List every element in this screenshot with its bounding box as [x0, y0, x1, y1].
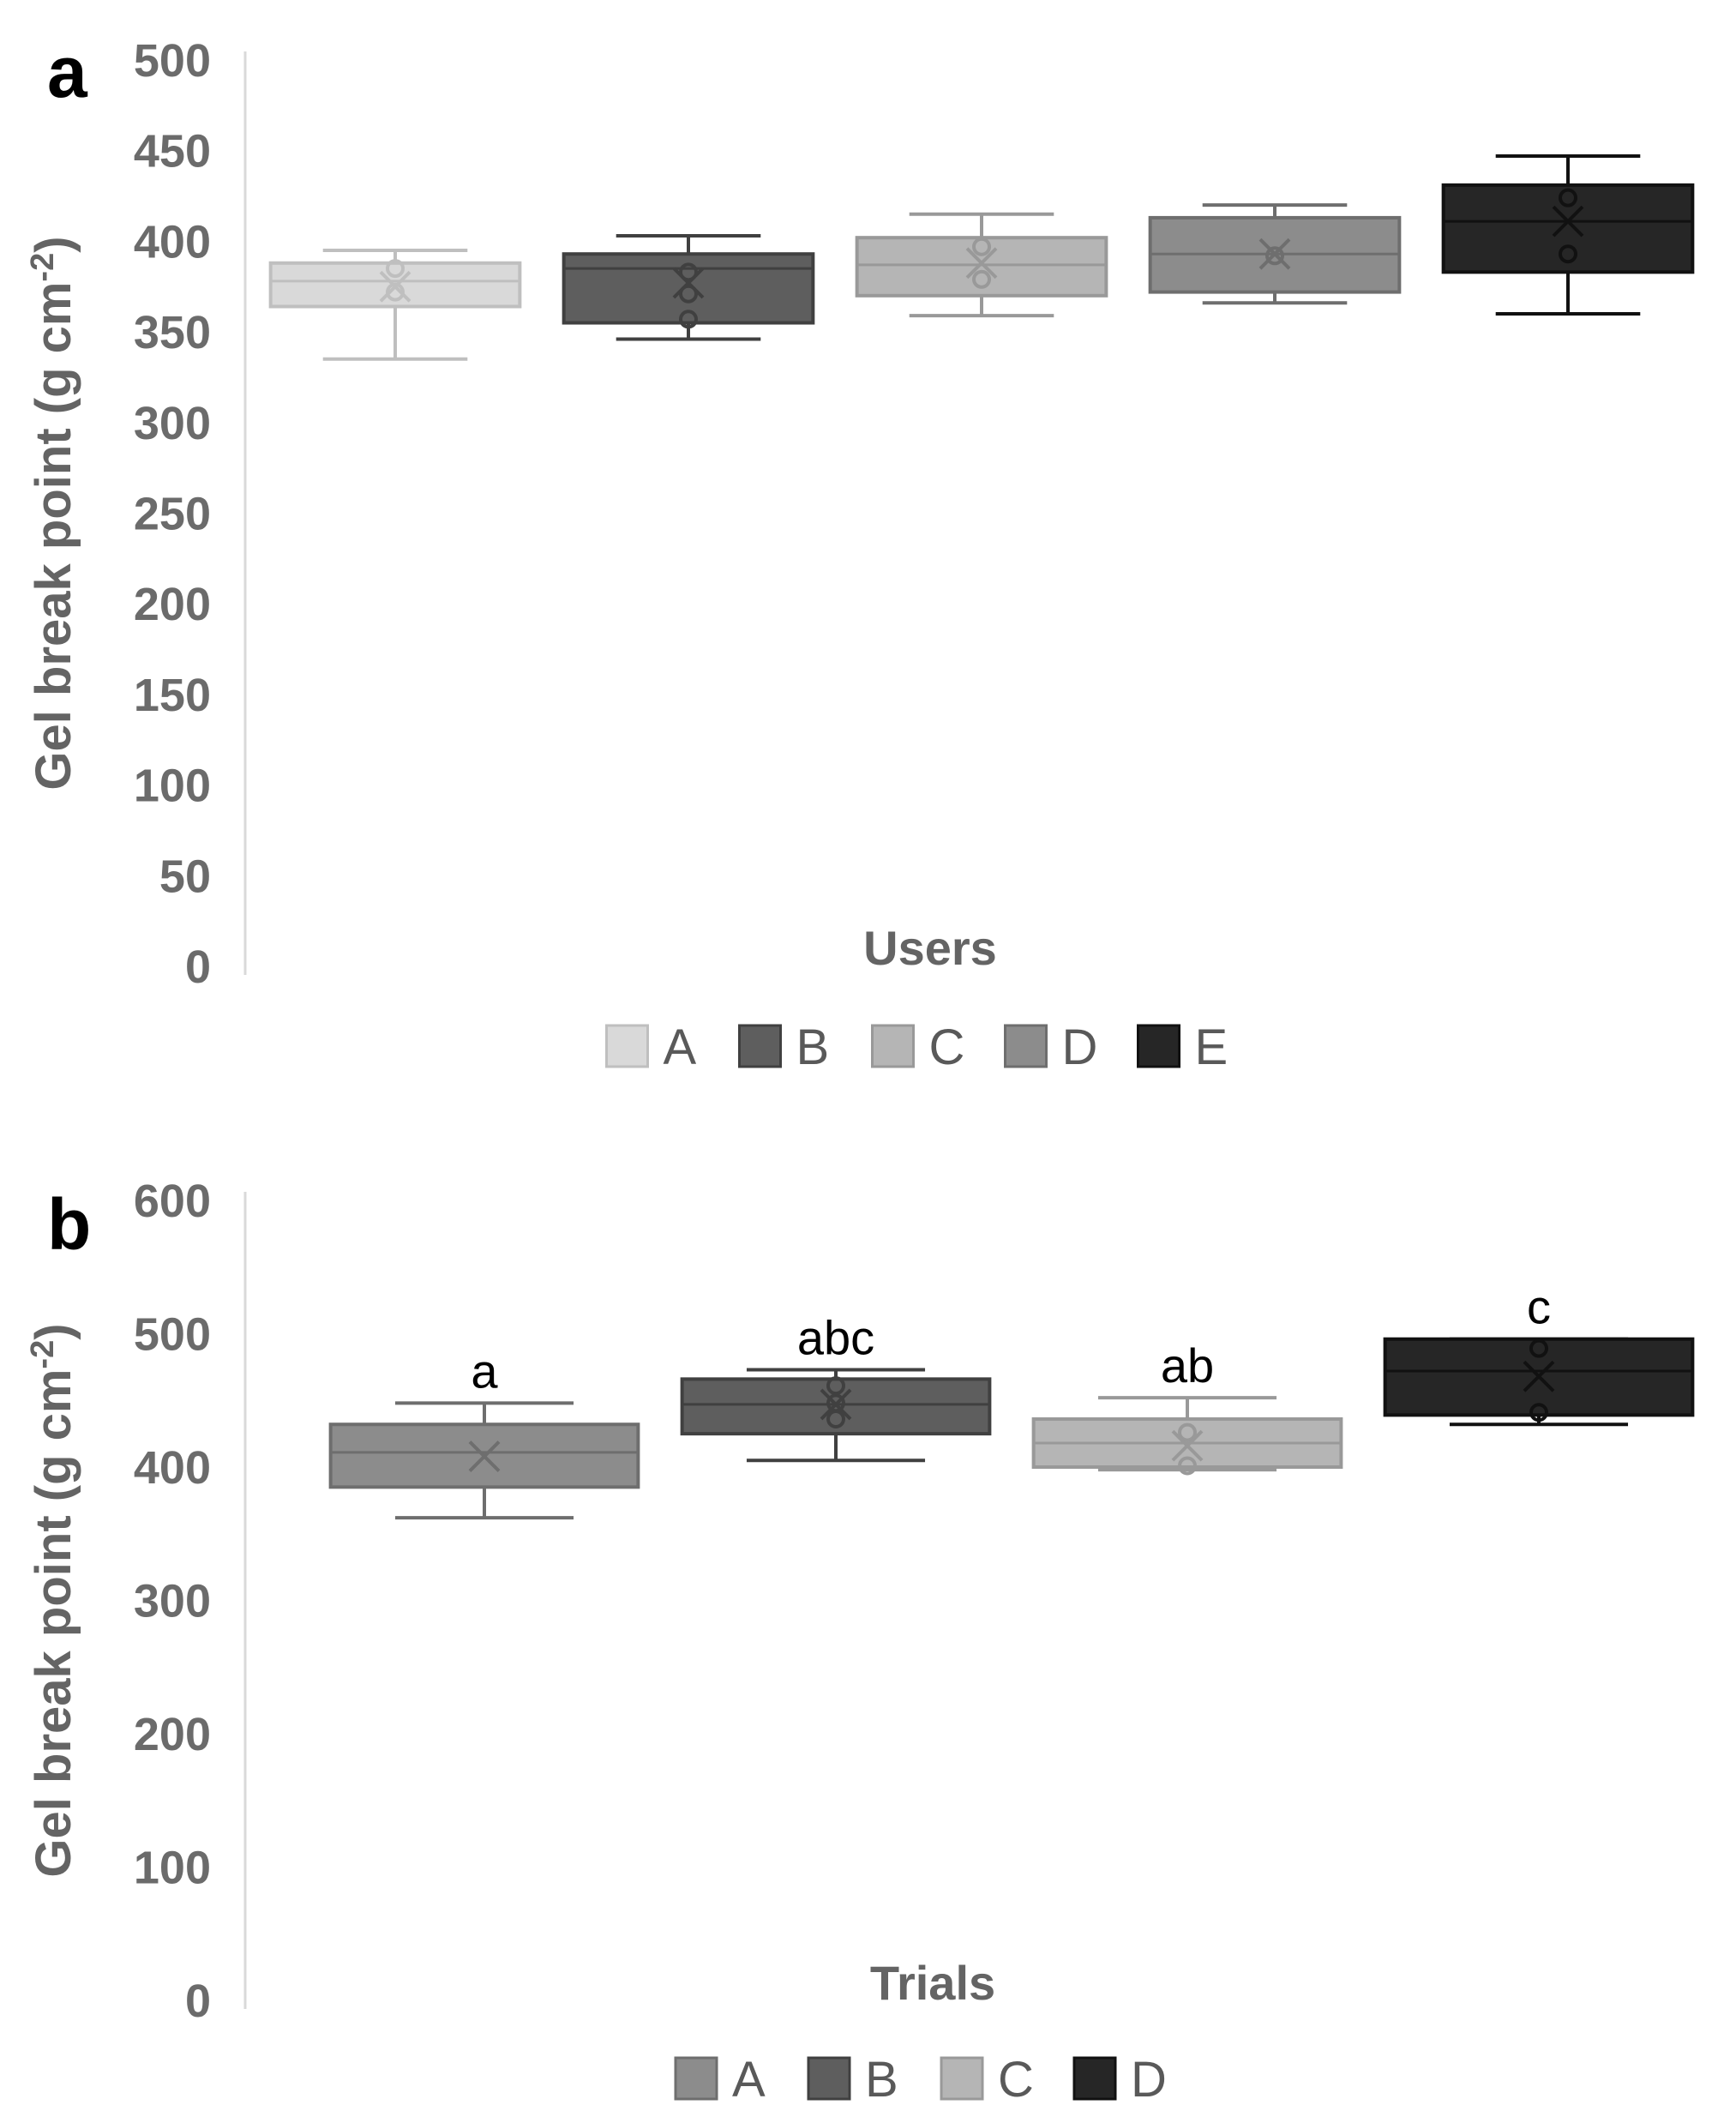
- legend-label-A: A: [732, 2052, 766, 2108]
- mean-marker: [1171, 1429, 1204, 1462]
- panel-a: a 0 50 100 150 200 250 300 350 400 450 500 Gel brea…: [25, 32, 1695, 1075]
- y-axis-title: Gel break point (g cm-2): [25, 1323, 81, 1877]
- significance-label: c: [1527, 1280, 1551, 1334]
- mean-marker: [1552, 205, 1584, 238]
- data-point: [679, 310, 698, 329]
- y-tick-label: 200: [134, 579, 211, 630]
- boxplot-chart-b: 0 100 200 300 400 500 600 Gel break point (g cm…: [25, 1176, 1695, 2108]
- data-point: [679, 262, 698, 282]
- data-point: [1529, 1338, 1548, 1358]
- data-point: [679, 284, 698, 304]
- y-tick-label: 0: [185, 1976, 211, 2027]
- x-axis-title: Trials: [870, 1956, 995, 2010]
- legend-swatch-A: [674, 2056, 718, 2101]
- legend-label-E: E: [1195, 1019, 1228, 1075]
- mean-marker: [1523, 1360, 1555, 1392]
- legend-swatch-B: [807, 2056, 851, 2101]
- x-axis-title: Users: [863, 921, 997, 975]
- legend-swatch-D: [1072, 2056, 1117, 2101]
- y-tick-label: 300: [134, 398, 211, 449]
- legend-swatch-B: [738, 1024, 782, 1068]
- legend-label-A: A: [664, 1019, 697, 1075]
- panel-letter-b: b: [47, 1184, 92, 1265]
- legend-swatch-C: [940, 2056, 984, 2101]
- legend-label-B: B: [796, 1019, 830, 1075]
- data-point: [1178, 1456, 1197, 1476]
- mean-marker: [820, 1388, 852, 1421]
- y-axis-title: Gel break point (g cm-2): [25, 236, 81, 790]
- significance-label: ab: [1161, 1338, 1214, 1392]
- y-tick-label: 300: [134, 1576, 211, 1627]
- data-point: [1265, 246, 1284, 266]
- y-tick-label: 250: [134, 489, 211, 540]
- y-tick-label: 200: [134, 1709, 211, 1760]
- legend-label-B: B: [865, 2052, 898, 2108]
- y-tick-label: 0: [185, 941, 211, 993]
- legend-swatch-A: [605, 1024, 649, 1068]
- data-point: [1529, 1403, 1548, 1422]
- y-tick-label: 500: [134, 1309, 211, 1361]
- panel-letter-a: a: [47, 32, 87, 112]
- legend-label-C: C: [929, 1019, 965, 1075]
- panel-b: b 0 100 200 300 400 500 600 Gel break point (g …: [0, 1132, 1736, 2123]
- data-point: [972, 237, 991, 256]
- data-point: [826, 1410, 845, 1429]
- data-point: [826, 1376, 845, 1396]
- y-tick-label: 50: [159, 851, 211, 902]
- y-tick-label: 350: [134, 307, 211, 358]
- y-tick-label: 450: [134, 126, 211, 177]
- data-point: [972, 269, 991, 289]
- data-point: [1559, 244, 1577, 264]
- boxplot-chart-a: 0 50 100 150 200 250 300 350 400 450 500 Gel break …: [25, 35, 1695, 1075]
- y-tick-label: 150: [134, 670, 211, 721]
- mean-marker: [379, 270, 411, 303]
- legend-label-D: D: [1131, 2052, 1167, 2108]
- mean-marker: [965, 247, 998, 280]
- legend-swatch-D: [1004, 1024, 1048, 1068]
- y-tick-label: 400: [134, 216, 211, 268]
- legend-swatch-C: [871, 1024, 915, 1068]
- legend-swatch-E: [1137, 1024, 1180, 1068]
- data-point: [386, 259, 405, 279]
- legend-label-D: D: [1062, 1019, 1098, 1075]
- y-tick-label: 500: [134, 35, 211, 87]
- y-tick-label: 400: [134, 1442, 211, 1494]
- data-point: [1559, 188, 1577, 207]
- legend-label-C: C: [998, 2052, 1034, 2108]
- y-tick-label: 600: [134, 1176, 211, 1227]
- y-tick-label: 100: [134, 1843, 211, 1894]
- mean-marker: [1258, 238, 1291, 270]
- mean-marker: [468, 1440, 501, 1472]
- y-tick-label: 100: [134, 761, 211, 812]
- mean-marker: [672, 267, 705, 299]
- significance-label: abc: [797, 1310, 874, 1364]
- significance-label: a: [471, 1344, 498, 1398]
- data-point: [1178, 1422, 1197, 1442]
- box-E: [1441, 183, 1695, 274]
